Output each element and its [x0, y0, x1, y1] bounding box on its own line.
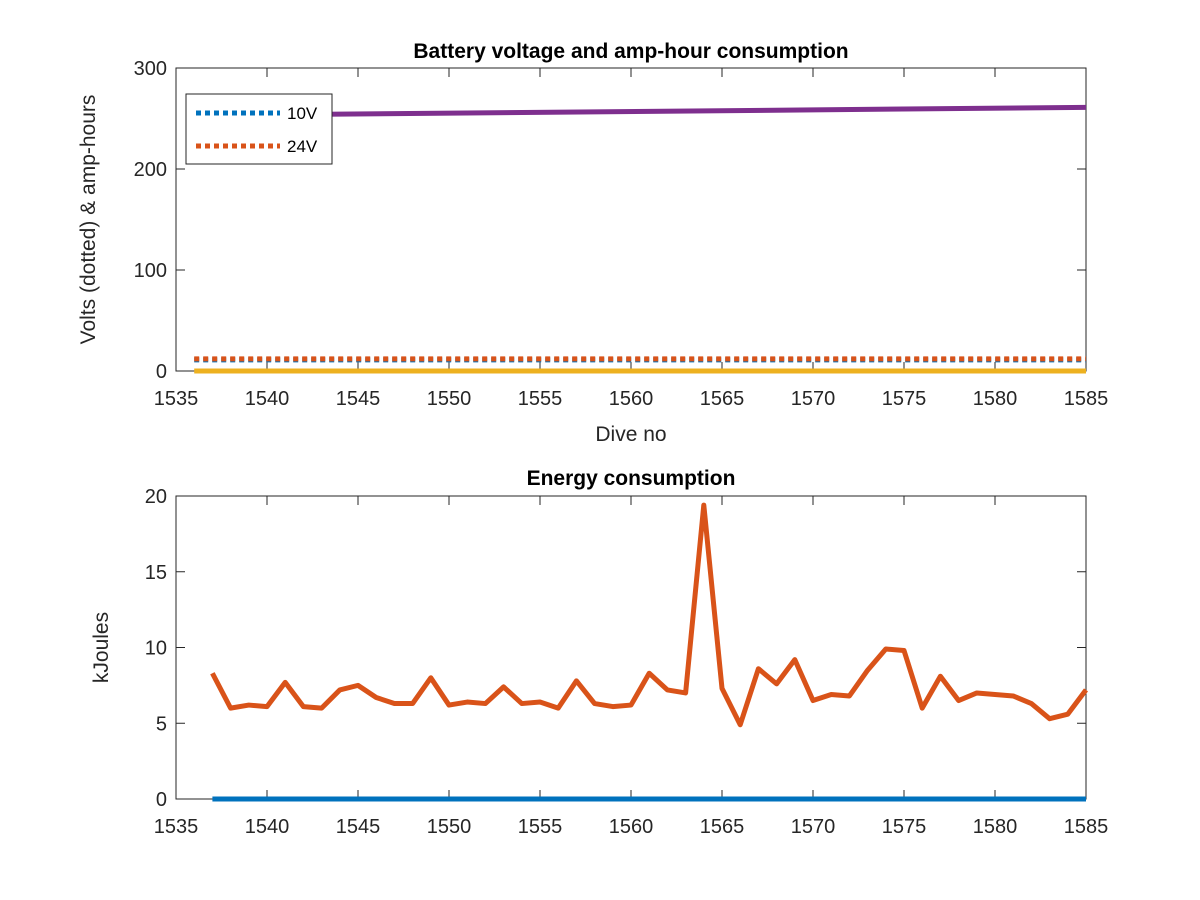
x-tick-label: 1560	[609, 816, 654, 838]
y-tick-label: 10	[145, 638, 167, 660]
y-tick-label: 0	[156, 361, 167, 383]
x-tick-label: 1585	[1064, 388, 1109, 410]
x-tick-label: 1540	[245, 388, 290, 410]
x-tick-label: 1535	[154, 816, 199, 838]
legend-box	[185, 93, 333, 165]
y-axis-label: kJoules	[90, 612, 113, 683]
y-tick-label: 200	[134, 159, 167, 181]
y-tick-label: 100	[134, 260, 167, 282]
energy-consumption-chart: 1535 1540 1545 1550 1555 1560 1565 1570 1575 1580…	[90, 467, 1108, 838]
x-tick-label: 1550	[427, 816, 472, 838]
y-axis-label: Volts (dotted) & amp-hours	[77, 95, 100, 345]
x-tick-label: 1540	[245, 816, 290, 838]
legend-label: 10V	[287, 104, 318, 123]
chart-title: Energy consumption	[527, 467, 736, 490]
x-tick-label: 1545	[336, 816, 381, 838]
y-tick-label: 300	[134, 58, 167, 80]
x-tick-label: 1585	[1064, 816, 1109, 838]
x-tick-label: 1555	[518, 816, 563, 838]
chart-title: Battery voltage and amp-hour consumption	[413, 40, 848, 63]
legend: 10V 24V	[185, 93, 333, 165]
legend-label: 24V	[287, 137, 318, 156]
x-axis-label: Dive no	[595, 423, 666, 446]
y-tick-label: 20	[145, 486, 167, 508]
x-tick-label: 1545	[336, 388, 381, 410]
x-tick-label: 1570	[791, 388, 836, 410]
x-tick-label: 1560	[609, 388, 654, 410]
x-tick-label: 1535	[154, 388, 199, 410]
x-tick-label: 1570	[791, 816, 836, 838]
battery-voltage-chart: 1535 1540 1545 1550 1555 1560 1565 1570 1575 1580…	[77, 40, 1108, 446]
x-tick-label: 1550	[427, 388, 472, 410]
x-tick-label: 1580	[973, 816, 1018, 838]
y-tick-label: 0	[156, 789, 167, 811]
x-tick-label: 1575	[882, 816, 927, 838]
x-tick-label: 1565	[700, 388, 745, 410]
x-tick-label: 1580	[973, 388, 1018, 410]
series-line-1	[210, 502, 1088, 728]
x-tick-label: 1555	[518, 388, 563, 410]
y-tick-label: 5	[156, 713, 167, 735]
x-tick-label: 1575	[882, 388, 927, 410]
series-line-3	[194, 104, 1087, 118]
x-tick-label: 1565	[700, 816, 745, 838]
y-tick-label: 15	[145, 562, 167, 584]
